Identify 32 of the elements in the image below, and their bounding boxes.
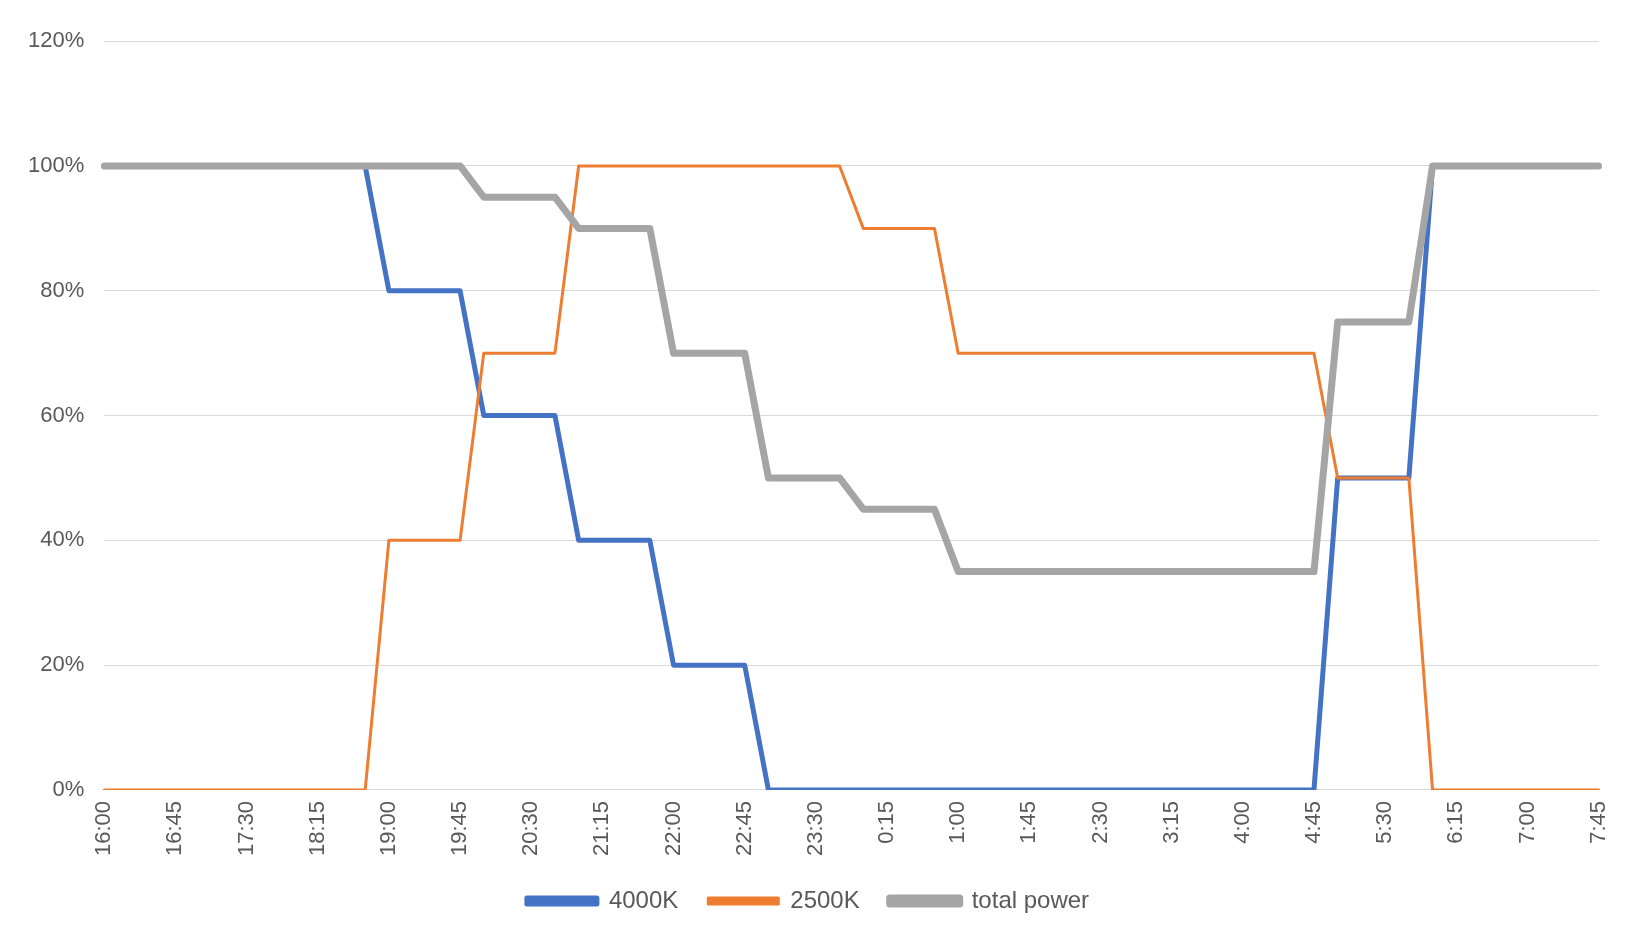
x-tick-label: 4:45 xyxy=(1300,800,1326,844)
y-tick-label: 60% xyxy=(40,401,85,427)
x-tick-label: 1:45 xyxy=(1015,800,1041,844)
x-tick-label: 2:30 xyxy=(1086,800,1112,844)
x-tick-label: 19:45 xyxy=(446,800,472,857)
x-tick-label: 6:15 xyxy=(1442,800,1468,844)
legend-label: 4000K xyxy=(608,885,679,913)
x-tick-label: 7:00 xyxy=(1513,800,1539,844)
y-tick-label: 100% xyxy=(27,152,85,178)
x-tick-label: 5:30 xyxy=(1371,800,1397,844)
y-tick-label: 20% xyxy=(40,651,85,677)
x-tick-label: 23:30 xyxy=(801,800,827,857)
x-tick-label: 7:45 xyxy=(1584,800,1610,844)
x-tick-label: 3:15 xyxy=(1157,800,1183,844)
x-tick-label: 19:00 xyxy=(374,800,400,857)
x-tick-label: 22:00 xyxy=(659,800,685,857)
x-tick-label: 17:30 xyxy=(232,800,258,857)
x-tick-label: 22:45 xyxy=(730,800,756,857)
x-tick-label: 21:15 xyxy=(588,800,614,857)
x-tick-label: 16:45 xyxy=(161,800,187,857)
y-tick-label: 0% xyxy=(52,776,85,802)
legend-label: total power xyxy=(971,885,1090,913)
x-tick-label: 20:30 xyxy=(517,800,543,857)
legend-label: 2500K xyxy=(790,885,860,913)
x-tick-label: 0:15 xyxy=(873,800,899,844)
x-tick-label: 18:15 xyxy=(303,800,329,857)
y-tick-label: 80% xyxy=(40,276,85,302)
y-tick-label: 120% xyxy=(27,27,85,53)
x-tick-label: 1:00 xyxy=(944,800,970,844)
x-tick-label: 4:00 xyxy=(1228,800,1254,844)
x-tick-label: 16:00 xyxy=(90,800,116,857)
y-tick-label: 40% xyxy=(40,526,85,552)
